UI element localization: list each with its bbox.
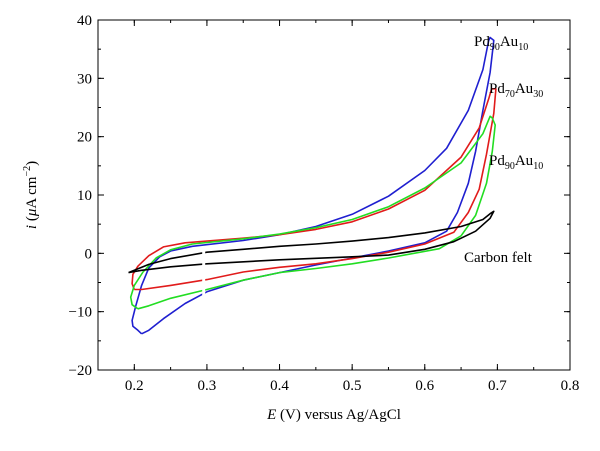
x-tick-label: 0.8: [561, 378, 580, 394]
series-layer: [128, 36, 497, 335]
x-tick-label: 0.4: [270, 378, 289, 394]
x-tick-label: 0.6: [415, 378, 434, 394]
series-line-pd70au30_red: [131, 88, 497, 291]
series-label-pd90au10-mid: Pd90Au10: [489, 153, 543, 172]
series-label-pd70au30: Pd70Au30: [489, 81, 543, 100]
y-tick-label: 0: [85, 246, 93, 262]
axis-layer: 0.2 0.3 0.4 0.5 0.6 0.7 0.8 −20 −10 0 10 20 30 40: [69, 13, 580, 394]
series-line-carbon_felt_black: [128, 210, 495, 274]
y-tick-label: 20: [77, 130, 92, 146]
x-tick-label: 0.2: [125, 378, 144, 394]
x-tick-label: 0.5: [343, 378, 362, 394]
series-label-carbon-felt: Carbon felt: [464, 250, 533, 266]
y-tick-label: 10: [77, 188, 92, 204]
series-line-pd90au10_green: [129, 115, 496, 310]
y-tick-label: 40: [77, 13, 92, 29]
data-gap: [202, 247, 206, 306]
y-tick-label: −20: [69, 363, 92, 379]
x-tick-label: 0.7: [488, 378, 507, 394]
y-tick-label: 30: [77, 71, 92, 87]
series-label-pd90au10-top: Pd90Au10: [474, 34, 528, 53]
series-line-pd90au10_blue: [131, 36, 495, 335]
y-axis-title: i (μA cm−2): [22, 161, 40, 229]
y-tick-label: −10: [69, 305, 92, 321]
plot-frame: [97, 19, 571, 371]
x-tick-label: 0.3: [198, 378, 217, 394]
x-axis-title: E (V) versus Ag/AgCl: [266, 407, 401, 423]
